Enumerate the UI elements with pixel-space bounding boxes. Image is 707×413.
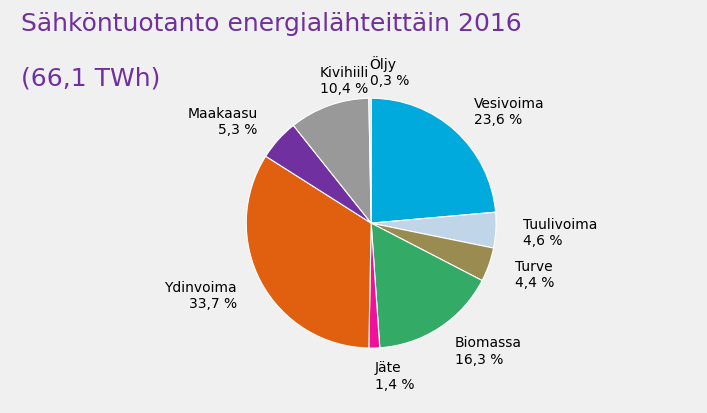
Wedge shape [369,223,380,348]
Wedge shape [371,99,496,223]
Text: Turve
4,4 %: Turve 4,4 % [515,259,554,289]
Wedge shape [371,213,496,249]
Text: Öljy
0,3 %: Öljy 0,3 % [370,56,409,88]
Text: Maakaasu
5,3 %: Maakaasu 5,3 % [187,107,258,137]
Wedge shape [246,157,371,348]
Text: Kivihiili
10,4 %: Kivihiili 10,4 % [320,66,369,96]
Text: Biomassa
16,3 %: Biomassa 16,3 % [455,336,522,366]
Text: Vesivoima
23,6 %: Vesivoima 23,6 % [474,96,544,126]
Wedge shape [293,99,371,223]
Text: Tuulivoima
4,6 %: Tuulivoima 4,6 % [523,217,597,247]
Text: Jäte
1,4 %: Jäte 1,4 % [375,361,414,391]
Wedge shape [266,126,371,223]
Text: Ydinvoima
33,7 %: Ydinvoima 33,7 % [164,280,237,311]
Text: (66,1 TWh): (66,1 TWh) [21,66,160,90]
Wedge shape [371,223,482,348]
Wedge shape [371,223,493,281]
Wedge shape [369,99,371,223]
Text: Sähköntuotanto energialähteittäin 2016: Sähköntuotanto energialähteittäin 2016 [21,12,522,36]
